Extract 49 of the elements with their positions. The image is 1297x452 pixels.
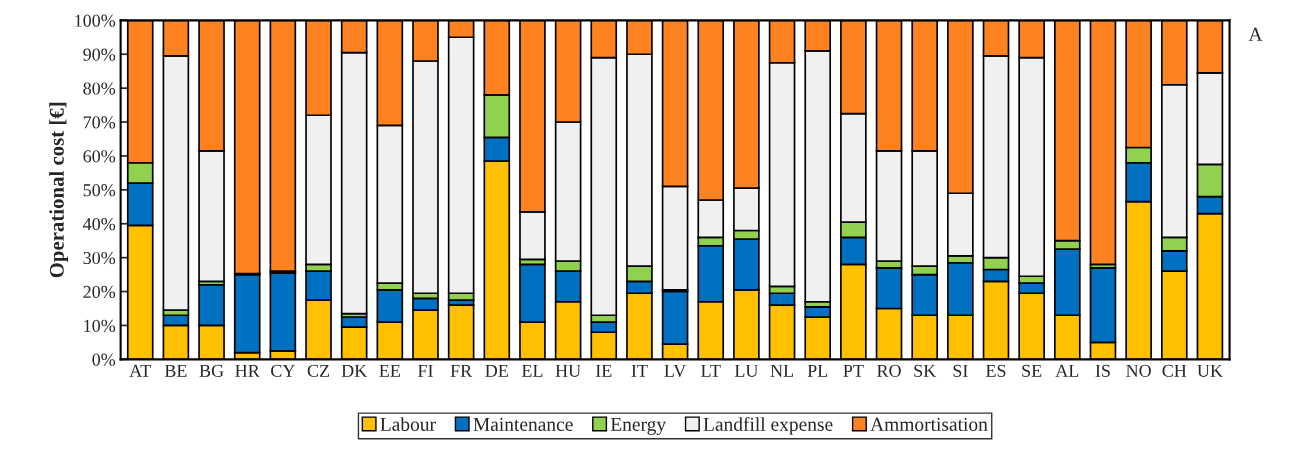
y-tick-label: 60% [83, 150, 116, 163]
x-tick-label: DE [485, 364, 508, 377]
legend-label: Labour [380, 417, 436, 431]
y-tick-label: 0% [92, 353, 116, 366]
x-tick-label: BE [164, 364, 187, 377]
x-tick-label: EL [521, 364, 543, 377]
x-tick-label: HU [555, 364, 581, 377]
x-tick-label: PT [843, 364, 864, 377]
x-tick-label: SI [953, 364, 968, 377]
x-tick-label: ES [985, 364, 1006, 377]
legend-label: Energy [610, 417, 667, 435]
x-tick-label: NL [770, 364, 794, 377]
x-tick-label: HR [235, 364, 260, 377]
y-tick-label: 10% [84, 319, 116, 332]
x-tick-label: LU [734, 364, 759, 377]
y-tick-label: 30% [83, 251, 116, 265]
x-tick-label: LV [664, 364, 687, 377]
x-tick-label: FI [417, 364, 433, 377]
text: A [1248, 27, 1263, 41]
x-tick-label: LT [701, 364, 721, 377]
x-tick-label: NO [1126, 364, 1151, 377]
y-tick-label: 70% [83, 116, 116, 129]
y-tick-label: 80% [83, 82, 116, 95]
x-tick-label: SE [1022, 364, 1042, 377]
legend-label: Maintenance [473, 417, 573, 431]
x-tick-label: SK [914, 364, 937, 377]
x-tick-label: CZ [307, 364, 330, 377]
x-tick-label: AT [129, 364, 151, 377]
x-tick-label: IE [595, 364, 612, 377]
x-tick-label: UK [1197, 364, 1223, 377]
x-tick-label: RO [877, 364, 901, 377]
x-tick-label: BG [199, 364, 224, 377]
x-tick-label: PL [807, 364, 828, 377]
x-tick-label: IT [631, 364, 648, 377]
x-tick-label: AL [1055, 364, 1079, 377]
x-tick-label: FR [450, 364, 473, 377]
y-tick-label: 90% [83, 48, 116, 61]
x-tick-label: CY [271, 364, 295, 377]
x-tick-label: CH [1162, 364, 1187, 377]
y-tick-label: 20% [83, 285, 116, 299]
y-tick-label: 100% [75, 14, 116, 27]
y-axis-title: Operational cost [€] [49, 102, 69, 278]
legend-label: Ammortisation [870, 417, 988, 431]
y-tick-label: 40% [83, 218, 116, 231]
legend-label: Landfill expense [703, 417, 833, 435]
x-tick-label: IS [1095, 364, 1110, 377]
x-tick-label: DK [341, 364, 368, 377]
y-tick-label: 50% [83, 184, 116, 197]
x-tick-label: EE [379, 364, 400, 377]
